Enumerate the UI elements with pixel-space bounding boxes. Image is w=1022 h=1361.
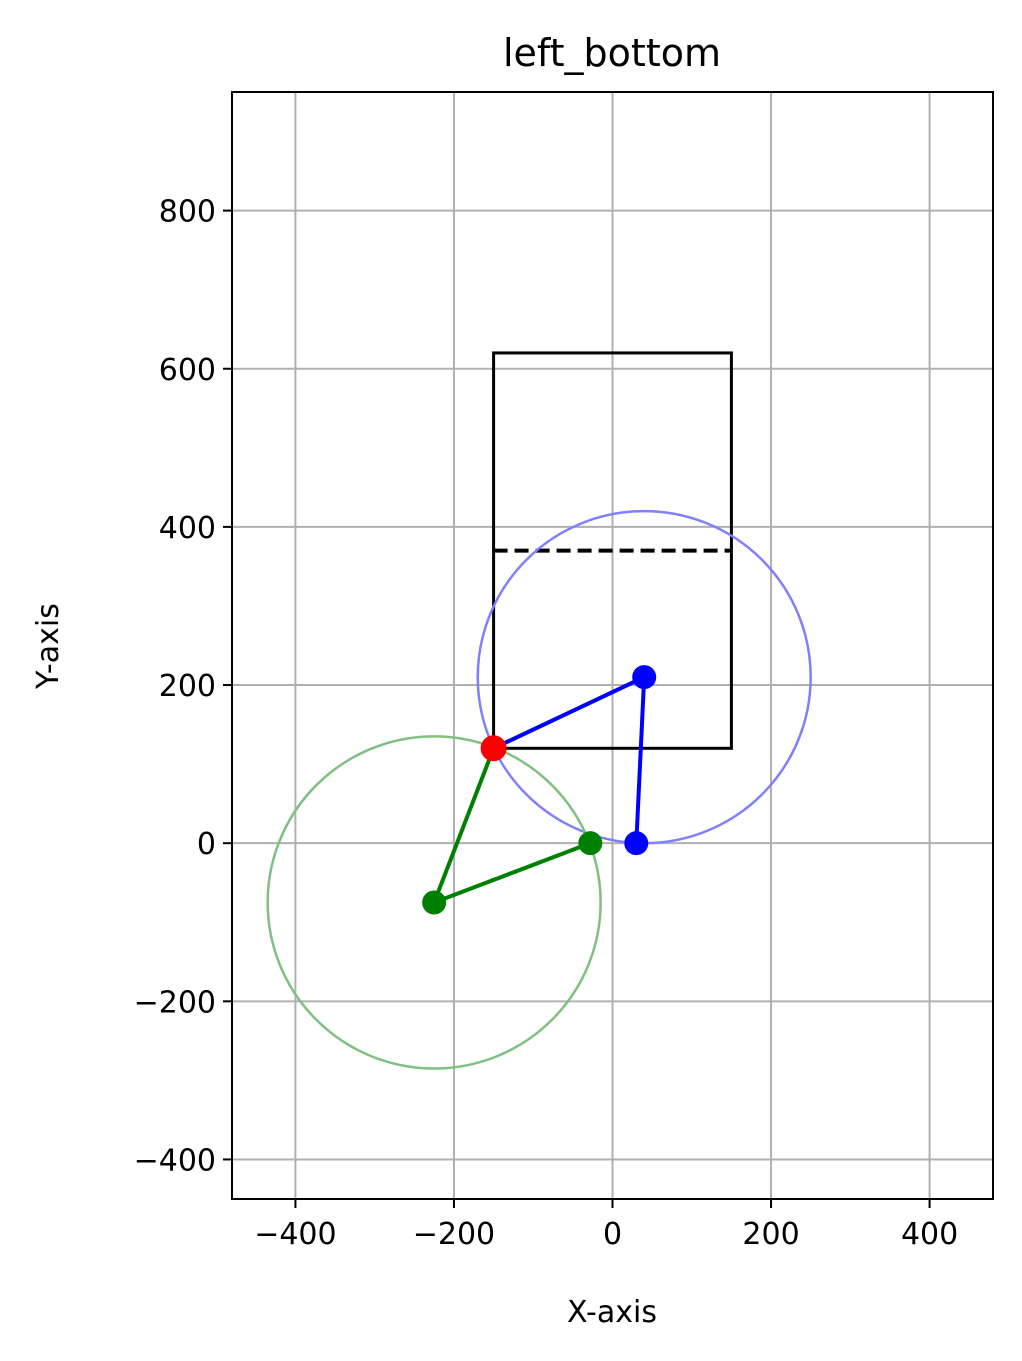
axis-ticks: −400 −200 0 200 400 −400 −200 0 200 400 600 800 — [134, 195, 959, 1252]
y-axis-label: Y-axis — [31, 603, 66, 690]
grid — [232, 92, 993, 1199]
x-tick-label: −400 — [254, 1217, 336, 1252]
y-tick-label: 800 — [159, 195, 216, 230]
x-tick-label: 0 — [603, 1217, 622, 1252]
y-tick-label: −400 — [134, 1143, 216, 1178]
circle — [266, 735, 602, 1070]
y-tick-label: 200 — [159, 669, 216, 704]
chart-title: left_bottom — [503, 31, 721, 75]
y-tick-label: 0 — [197, 827, 216, 862]
y-tick-label: 400 — [159, 511, 216, 546]
x-tick-label: 400 — [901, 1217, 958, 1252]
series-point — [422, 890, 447, 915]
x-tick-label: 200 — [742, 1217, 799, 1252]
series-point — [632, 665, 657, 690]
y-tick-label: −200 — [134, 985, 216, 1020]
plot-data — [266, 351, 812, 1070]
x-tick-label: −200 — [413, 1217, 495, 1252]
series-point — [578, 831, 603, 856]
series-point — [624, 831, 649, 856]
highlight-point — [480, 735, 507, 762]
x-axis-label: X-axis — [567, 1295, 657, 1330]
y-tick-label: 600 — [159, 353, 216, 388]
